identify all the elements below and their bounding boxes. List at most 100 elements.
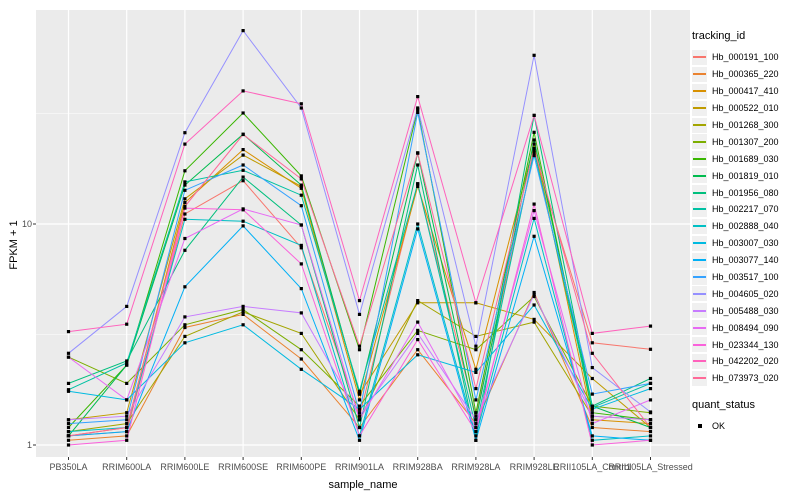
data-point [590,443,594,447]
data-point [299,348,303,352]
data-point [532,292,536,296]
data-point [183,315,187,319]
legend-swatch-line [693,73,706,76]
legend-item: Hb_008494_090 [692,319,798,336]
y-tick-label: 1 [26,440,32,450]
legend-item: Hb_001307_200 [692,133,798,150]
legend-swatch-line [693,208,706,211]
data-point [183,206,187,210]
data-point [590,341,594,345]
x-tick-label: RRIM928LA [451,462,501,472]
data-point [474,418,478,422]
legend-item: Hb_005488_030 [692,302,798,319]
data-point [416,301,420,305]
data-point [532,154,536,158]
data-point [183,169,187,173]
data-point [183,212,187,216]
data-point [299,243,303,247]
data-point [590,376,594,381]
legend-swatch-line [693,174,706,177]
data-point [183,131,187,135]
data-point [474,367,478,371]
data-point [474,334,478,338]
data-point [416,110,420,114]
data-point [66,425,71,430]
legend-item-label: Hb_004605_020 [712,288,779,299]
data-point [66,430,71,434]
legend-key [692,320,707,336]
legend-item: Hb_000365_220 [692,66,798,83]
data-point [590,331,594,335]
data-point [241,168,245,172]
legend-key [692,235,707,251]
data-point [474,430,478,434]
data-point [648,418,653,422]
data-point [416,151,420,155]
x-tick-label: RRIM600LA [102,462,152,472]
legend-item-label: Hb_003007_030 [712,238,779,249]
legend-item: Hb_002888_040 [692,218,798,235]
legend-item: Hb_042202_020 [692,353,798,370]
data-point [648,430,653,434]
legend-item-label: Hb_002888_040 [712,221,779,232]
data-point [590,405,594,409]
legend-swatch-line [693,157,706,160]
data-point [532,317,536,321]
data-point [474,398,478,402]
legend-item-label: Hb_001268_300 [712,120,779,130]
data-point [532,138,536,142]
x-tick-label: RRIM901LA [334,462,385,472]
data-point [474,411,478,415]
legend-items: Hb_000191_100 Hb_000365_220 Hb_000417_410 H… [692,49,798,387]
legend-item: Hb_003077_140 [692,252,798,269]
data-point [357,411,362,415]
x-tick-label: RRIM600LE [160,462,210,472]
data-point [125,425,129,430]
data-point [357,344,362,348]
legend-key [692,337,707,353]
legend-item-label: Hb_001307_200 [712,136,779,147]
data-point [532,320,536,324]
x-tick-label: RRIM928BA [392,462,443,472]
data-point [474,344,478,348]
data-point [125,422,129,426]
data-point [125,414,129,418]
data-point [299,246,303,250]
data-point [648,398,653,402]
data-point [183,180,187,184]
axis-tick-marks [33,223,651,460]
data-point [183,204,187,209]
legend-key [692,66,707,82]
x-tick-label: RRII105LA_Stressed [608,462,693,472]
quant-key [692,419,707,434]
data-point [66,355,71,359]
data-point [125,363,129,367]
data-point [241,175,245,179]
data-point [241,224,245,228]
legend-item-label: Hb_001689_030 [712,153,779,164]
data-point [532,209,536,213]
legend-key [692,201,707,217]
data-point [183,188,187,192]
data-point [648,381,653,385]
legend-key [692,353,707,369]
data-point [532,294,536,299]
data-point [474,434,478,438]
legend-item: Hb_003007_030 [692,235,798,252]
data-point [183,217,187,221]
data-point [416,338,420,342]
data-point [66,438,71,442]
data-point [183,325,187,330]
legend-item: Hb_001819_010 [692,167,798,184]
legend-key [692,185,707,201]
data-point [590,418,594,422]
data-point [125,359,129,363]
legend-item: Hb_023344_130 [692,336,798,353]
legend-title-quant-status: quant_status [692,398,755,411]
data-points [66,29,653,447]
legend-item-label: Hb_073973_020 [712,373,779,384]
data-point [590,438,594,442]
data-point [183,285,187,289]
data-point [299,331,303,335]
data-point [590,414,594,418]
